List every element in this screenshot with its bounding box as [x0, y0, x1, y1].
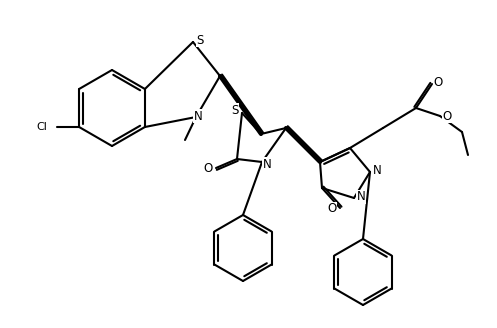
Text: O: O	[442, 110, 452, 122]
Text: N: N	[262, 157, 271, 171]
Text: S: S	[231, 104, 239, 116]
Text: O: O	[203, 161, 213, 174]
Text: O: O	[433, 75, 443, 89]
Text: N: N	[194, 110, 202, 122]
Text: N: N	[373, 163, 381, 176]
Text: O: O	[328, 202, 336, 215]
Text: N: N	[357, 191, 365, 203]
Text: Cl: Cl	[36, 122, 47, 132]
Text: S: S	[196, 33, 204, 47]
